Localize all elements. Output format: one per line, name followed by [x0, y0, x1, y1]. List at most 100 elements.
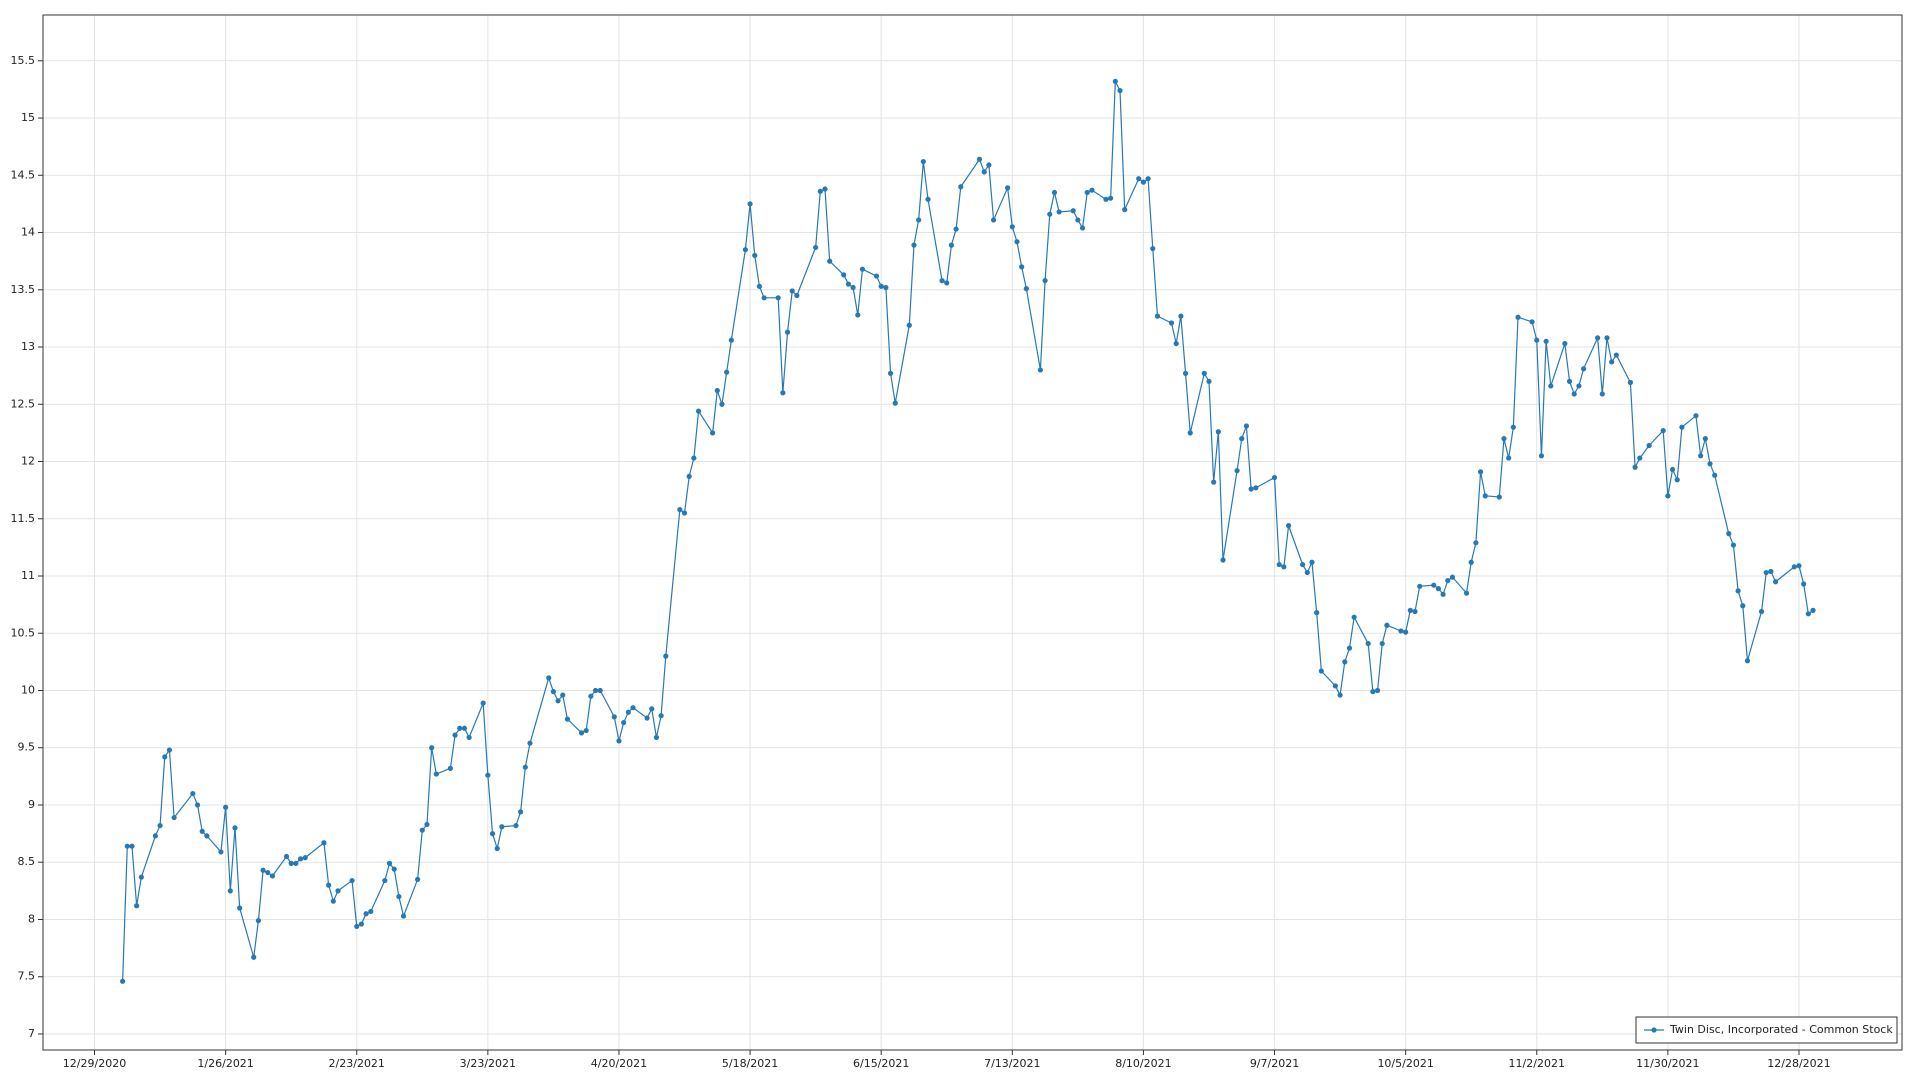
data-point: [335, 888, 341, 894]
data-point: [1735, 588, 1741, 594]
data-point: [986, 162, 992, 168]
data-point: [1314, 610, 1320, 616]
data-point: [1660, 428, 1666, 434]
data-point: [588, 693, 594, 699]
data-point: [1037, 367, 1043, 373]
data-point: [1281, 564, 1287, 570]
data-point: [822, 186, 828, 192]
data-point: [564, 716, 571, 722]
data-point: [1178, 313, 1184, 319]
data-point: [1182, 370, 1189, 376]
data-point: [480, 700, 486, 706]
data-point: [265, 869, 271, 876]
data-point: [162, 754, 168, 760]
data-point: [906, 322, 912, 328]
y-tick-label: 15.5: [11, 54, 36, 67]
data-point: [625, 709, 631, 715]
data-point: [1501, 436, 1507, 442]
data-point: [124, 843, 130, 849]
data-point: [1496, 494, 1502, 500]
data-point: [1632, 464, 1638, 470]
data-point: [892, 400, 898, 406]
data-point: [237, 905, 243, 911]
data-point: [1318, 668, 1324, 674]
x-tick-label: 3/23/2021: [460, 1057, 516, 1070]
data-point: [775, 295, 781, 301]
data-point: [677, 507, 683, 513]
y-tick-label: 12: [21, 455, 35, 468]
data-point: [391, 866, 397, 872]
y-tick-label: 7: [28, 1027, 35, 1040]
data-point: [1005, 185, 1011, 191]
data-point: [691, 455, 697, 461]
data-point: [1473, 540, 1479, 546]
x-tick-label: 6/15/2021: [853, 1057, 909, 1070]
y-tick-label: 8.5: [18, 855, 36, 868]
data-point: [1136, 176, 1142, 182]
data-point: [621, 719, 627, 726]
data-point: [841, 272, 847, 278]
data-point: [1173, 340, 1179, 347]
data-point: [354, 923, 360, 929]
plot-frame: [42, 14, 1903, 1051]
y-tick-label: 11.5: [11, 512, 36, 525]
data-point: [1300, 561, 1306, 568]
data-point: [326, 882, 332, 888]
data-point: [1534, 337, 1540, 343]
data-point: [578, 730, 585, 736]
data-point: [1253, 485, 1259, 491]
data-point: [1538, 453, 1545, 459]
y-tick-label: 9: [28, 798, 35, 811]
data-point: [1108, 195, 1114, 201]
data-point: [251, 954, 257, 960]
data-point: [649, 706, 655, 712]
data-point: [630, 705, 636, 711]
data-point: [1562, 340, 1568, 347]
data-point: [747, 201, 753, 207]
data-point: [1548, 383, 1554, 389]
data-point: [1351, 614, 1357, 620]
data-point: [878, 283, 884, 289]
data-point: [1758, 608, 1765, 615]
data-point: [1248, 486, 1254, 492]
data-point: [1346, 645, 1353, 651]
data-point: [1112, 78, 1118, 85]
data-point: [686, 473, 692, 479]
data-point: [447, 765, 453, 771]
data-point: [269, 873, 276, 879]
x-tick-label: 5/18/2021: [722, 1057, 778, 1070]
data-point: [1145, 176, 1151, 182]
data-point: [1698, 453, 1704, 459]
data-point: [1744, 658, 1751, 664]
data-point: [742, 247, 748, 253]
y-tick-label: 10.5: [11, 626, 36, 639]
data-point: [920, 158, 926, 165]
data-point: [194, 802, 201, 808]
data-point: [1693, 413, 1699, 419]
data-point: [386, 860, 393, 866]
data-point: [850, 284, 856, 291]
data-point: [550, 689, 557, 695]
data-point: [1084, 189, 1090, 196]
data-point: [1627, 379, 1634, 386]
x-tick-label: 7/13/2021: [984, 1057, 1040, 1070]
data-point: [911, 242, 917, 248]
data-point: [728, 337, 734, 343]
data-point: [1150, 245, 1156, 252]
data-point: [653, 734, 660, 741]
data-point: [1079, 225, 1086, 231]
data-point: [368, 908, 374, 915]
data-point: [1122, 207, 1128, 213]
data-point: [1604, 335, 1610, 341]
data-point: [990, 217, 997, 223]
data-point: [845, 281, 852, 287]
data-point: [415, 876, 421, 883]
data-point: [1477, 469, 1484, 475]
data-point: [1215, 429, 1221, 435]
data-point: [695, 408, 702, 414]
data-point: [1342, 659, 1348, 665]
data-point: [1332, 683, 1339, 689]
x-tick-label: 11/2/2021: [1509, 1057, 1565, 1070]
x-tick-label: 1/26/2021: [197, 1057, 253, 1070]
data-point: [466, 734, 472, 741]
